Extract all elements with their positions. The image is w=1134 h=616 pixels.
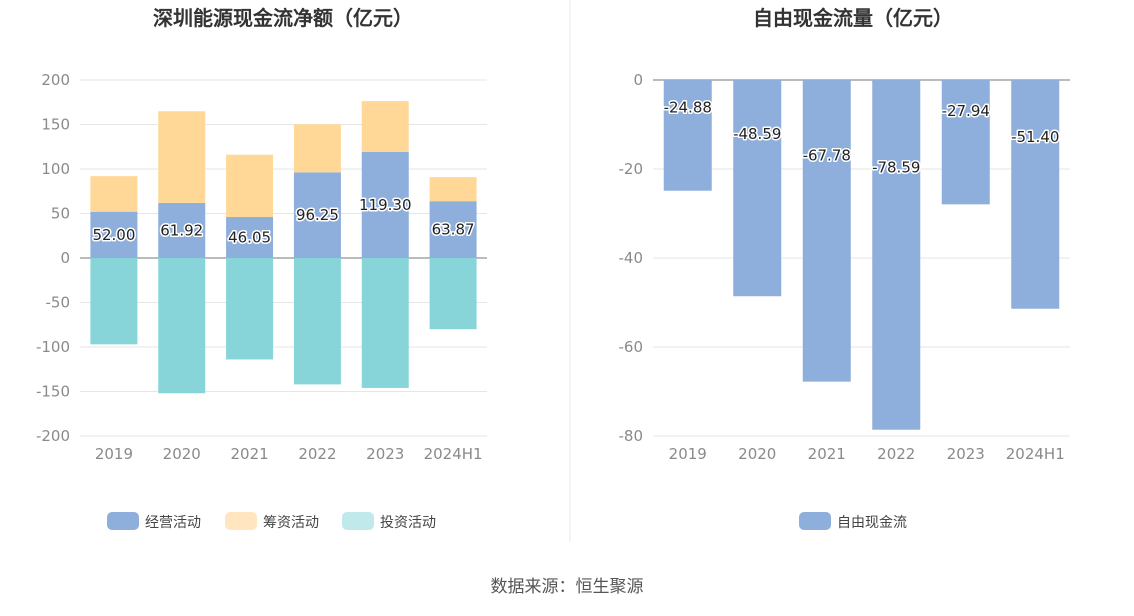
left-data-label-0: 52.00: [92, 226, 135, 244]
left-bar-2-5: [429, 258, 477, 330]
left-y-ticks: 200 150 100 50 0 -50 -100 -150 -200: [36, 71, 70, 445]
left-bar-1-5: [429, 177, 477, 202]
left-legend-label-1: 筹资活动: [263, 514, 319, 531]
left-data-label-5: 63.87: [432, 221, 475, 239]
right-bar-5: [1011, 80, 1060, 309]
left-bar-0-2: [226, 217, 274, 258]
right-y-ticks: 0 -20 -40 -60 -80: [619, 71, 644, 445]
left-bar-1-2: [226, 154, 274, 218]
left-x-tick-1: 2020: [163, 445, 201, 463]
right-x-tick-5: 2024H1: [1006, 445, 1065, 463]
left-y-tick-0: 200: [41, 71, 70, 89]
left-legend-label-2: 投资活动: [380, 515, 436, 531]
left-legend-label-0: 经营活动: [145, 515, 201, 531]
right-x-tick-4: 2023: [947, 445, 985, 463]
right-x-tick-3: 2022: [877, 445, 915, 463]
left-bar-0-5: [429, 201, 477, 258]
left-bar-0-1: [158, 202, 206, 258]
left-x-ticks: 2019 2020 2021 2022 2023 2024H1: [95, 445, 483, 463]
left-legend: 经营活动 筹资活动 投资活动: [107, 512, 436, 531]
left-y-tick-6: -100: [36, 338, 70, 356]
left-y-tick-3: 50: [51, 205, 70, 223]
right-data-label-3: -78.59: [872, 158, 920, 176]
right-legend-swatch-0: [799, 512, 831, 530]
left-data-label-1: 61.92: [160, 221, 203, 239]
right-x-ticks: 2019 2020 2021 2022 2023 2024H1: [669, 445, 1065, 463]
left-bar-0-4: [361, 151, 409, 258]
right-data-label-5: -51.40: [1011, 128, 1059, 146]
left-y-tick-7: -150: [36, 383, 70, 401]
left-bar-2-1: [158, 258, 206, 394]
left-legend-swatch-0: [107, 512, 139, 530]
right-legend-label-0: 自由现金流: [837, 515, 907, 531]
right-bars: [663, 80, 1060, 430]
left-grid: [80, 79, 487, 437]
right-bar-4: [941, 80, 990, 205]
left-y-tick-4: 0: [60, 249, 70, 267]
left-data-labels: 52.00 61.92 46.05 96.25 119.30 63.87: [91, 194, 476, 248]
right-x-tick-0: 2019: [669, 445, 707, 463]
right-data-label-2: -67.78: [803, 146, 851, 164]
left-data-label-2: 46.05: [228, 229, 271, 247]
left-bar-2-0: [90, 258, 138, 345]
right-data-label-0: -24.88: [664, 99, 712, 117]
right-data-labels: -24.88 -48.59 -67.78 -78.59 -27.94 -51.40: [662, 97, 1061, 178]
right-data-label-4: -27.94: [942, 102, 990, 120]
left-bar-1-1: [158, 111, 206, 203]
right-bar-2: [802, 80, 851, 382]
right-legend: 自由现金流: [799, 512, 907, 531]
left-bars: [90, 101, 477, 394]
left-x-tick-5: 2024H1: [424, 445, 483, 463]
left-bar-0-3: [293, 172, 341, 258]
left-bar-0-0: [90, 211, 138, 258]
right-x-tick-2: 2021: [808, 445, 846, 463]
left-bar-2-4: [361, 258, 409, 388]
left-bar-1-3: [293, 124, 341, 173]
left-legend-swatch-1: [225, 512, 257, 530]
left-x-tick-3: 2022: [298, 445, 336, 463]
right-data-label-1: -48.59: [733, 125, 781, 143]
left-y-tick-1: 150: [41, 116, 70, 134]
left-data-label-3: 96.25: [296, 206, 339, 224]
right-x-tick-1: 2020: [738, 445, 776, 463]
left-bar-1-4: [361, 101, 409, 152]
left-y-tick-8: -200: [36, 427, 70, 445]
right-bar-3: [872, 80, 921, 430]
right-y-tick-2: -40: [619, 249, 644, 267]
left-legend-swatch-2: [342, 512, 374, 530]
left-x-tick-0: 2019: [95, 445, 133, 463]
right-chart-panel: 自由现金流量（亿元） 0 -20 -40 -60 -80 2019 2020 2021 202…: [619, 6, 1070, 531]
left-x-tick-4: 2023: [366, 445, 404, 463]
left-y-tick-2: 100: [41, 160, 70, 178]
right-y-tick-4: -80: [619, 427, 644, 445]
right-y-tick-0: 0: [633, 71, 643, 89]
left-chart-title: 深圳能源现金流净额（亿元）: [153, 6, 413, 30]
left-x-tick-2: 2021: [230, 445, 268, 463]
right-bar-1: [733, 80, 782, 297]
right-grid: [653, 79, 1070, 437]
source-note: 数据来源：恒生聚源: [491, 577, 644, 597]
left-bar-2-2: [226, 258, 274, 360]
left-bar-2-3: [293, 258, 341, 385]
right-y-tick-1: -20: [619, 160, 644, 178]
right-chart-title: 自由现金流量（亿元）: [753, 6, 953, 30]
left-bar-1-0: [90, 176, 138, 212]
left-y-tick-5: -50: [46, 294, 71, 312]
right-bar-0: [663, 80, 712, 191]
right-y-tick-3: -60: [619, 338, 644, 356]
left-data-label-4: 119.30: [359, 196, 412, 214]
left-chart-panel: 深圳能源现金流净额（亿元） 200 150 100 50 0 -50 -100 -150 -20…: [36, 6, 487, 531]
